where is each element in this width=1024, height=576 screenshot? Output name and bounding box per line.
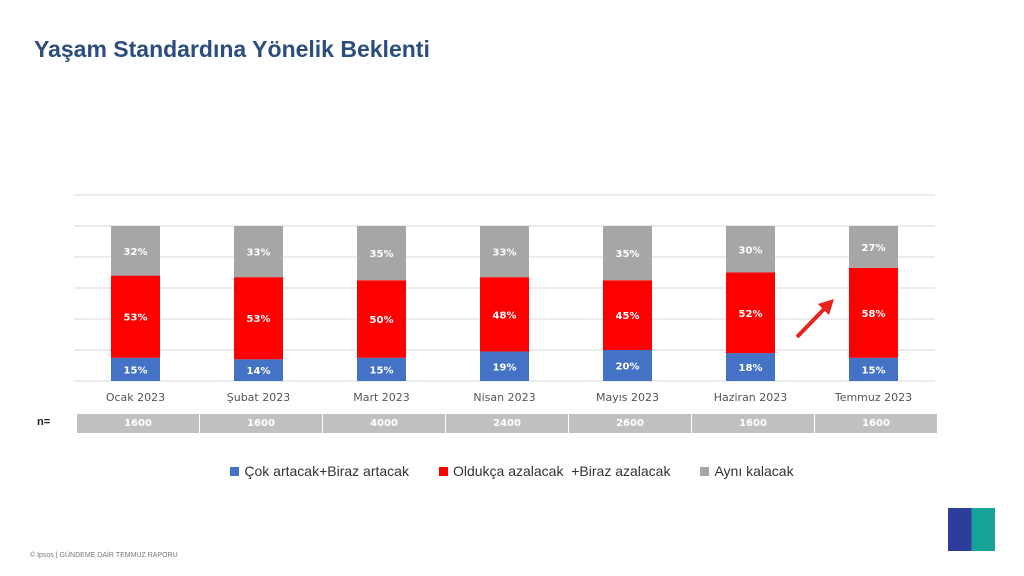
- bar-segment: [111, 357, 160, 381]
- data-label: 53%: [247, 314, 271, 325]
- x-tick-label: Şubat 2023: [227, 391, 290, 404]
- data-label: 35%: [616, 249, 640, 260]
- n-value: 2600: [569, 414, 691, 433]
- bar-segment: [480, 351, 529, 381]
- data-label: 53%: [124, 313, 148, 324]
- legend-item: Oldukça azalacak +Biraz azalacak: [438, 463, 671, 479]
- data-label: 15%: [370, 365, 394, 376]
- data-label: 30%: [739, 245, 763, 256]
- bar-segment: [111, 275, 160, 358]
- data-label: 18%: [739, 363, 763, 374]
- bar-segment: [111, 226, 160, 276]
- x-tick-label: Haziran 2023: [714, 391, 788, 404]
- bar-segment: [234, 277, 283, 360]
- bar-segment: [726, 353, 775, 381]
- n-value: 1600: [200, 414, 322, 433]
- bar-segment: [603, 226, 652, 281]
- bar-segment: [357, 357, 406, 381]
- bar-segment: [234, 226, 283, 278]
- arrow-head-icon: [818, 299, 834, 315]
- legend-item: Aynı kalacak: [700, 463, 794, 479]
- data-label: 45%: [616, 311, 640, 322]
- bar-segment: [603, 350, 652, 381]
- x-tick-label: Ocak 2023: [106, 391, 165, 404]
- bar-segment: [849, 226, 898, 268]
- data-label: 48%: [493, 310, 517, 321]
- data-label: 33%: [493, 248, 517, 259]
- n-value: 2400: [446, 414, 568, 433]
- n-value: 4000: [323, 414, 445, 433]
- n-value: 1600: [815, 414, 937, 433]
- bar-segment: [480, 226, 529, 278]
- legend-swatch: [700, 466, 710, 476]
- legend-label: Aynı kalacak: [714, 463, 794, 479]
- data-label: 19%: [493, 362, 517, 373]
- data-label: 20%: [616, 362, 640, 373]
- n-label: n=: [37, 416, 51, 428]
- x-tick-label: Temmuz 2023: [834, 391, 912, 404]
- bar-segment: [603, 280, 652, 350]
- bar-segment: [234, 359, 283, 381]
- bar-segment: [726, 226, 775, 273]
- data-label: 52%: [739, 309, 763, 320]
- data-label: 14%: [247, 366, 271, 377]
- bar-segment: [849, 357, 898, 381]
- page-title: Yaşam Standardına Yönelik Beklenti: [34, 36, 430, 62]
- bar-segment: [357, 280, 406, 358]
- data-label: 27%: [862, 243, 886, 254]
- bar-segment: [480, 277, 529, 352]
- data-label: 15%: [862, 365, 886, 376]
- data-label: 32%: [124, 247, 148, 258]
- data-label: 50%: [370, 315, 394, 326]
- bar-segment: [726, 272, 775, 354]
- stacked-bar-chart: 15% 53% 32% Ocak 2023 14% 53% 33% Şubat 2023 15%…: [74, 194, 935, 404]
- legend-label: Çok artacak+Biraz artacak: [244, 463, 409, 479]
- x-tick-label: Mayıs 2023: [596, 391, 659, 404]
- legend-label: Oldukça azalacak +Biraz azalacak: [452, 463, 671, 479]
- bar-segment: [357, 226, 406, 281]
- data-label: 35%: [370, 249, 394, 260]
- legend-swatch: [230, 466, 240, 476]
- ipsos-logo: [948, 508, 995, 551]
- x-tick-label: Nisan 2023: [473, 391, 535, 404]
- n-value: 1600: [77, 414, 199, 433]
- bar-segment: [849, 267, 898, 358]
- legend: Çok artacak+Biraz artacak Oldukça azalaca…: [0, 463, 1024, 479]
- footer: © Ipsos | GÜNDEME DAİR TEMMUZ RAPORU: [30, 552, 178, 559]
- data-label: 33%: [247, 248, 271, 259]
- arrow-icon: [795, 305, 828, 339]
- legend-item: Çok artacak+Biraz artacak: [230, 463, 409, 479]
- x-tick-label: Mart 2023: [353, 391, 410, 404]
- legend-swatch: [438, 466, 448, 476]
- data-label: 15%: [124, 365, 148, 376]
- data-label: 58%: [862, 309, 886, 320]
- n-value: 1600: [692, 414, 814, 433]
